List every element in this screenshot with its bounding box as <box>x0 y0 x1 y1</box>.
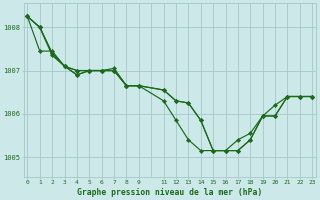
X-axis label: Graphe pression niveau de la mer (hPa): Graphe pression niveau de la mer (hPa) <box>77 188 262 197</box>
